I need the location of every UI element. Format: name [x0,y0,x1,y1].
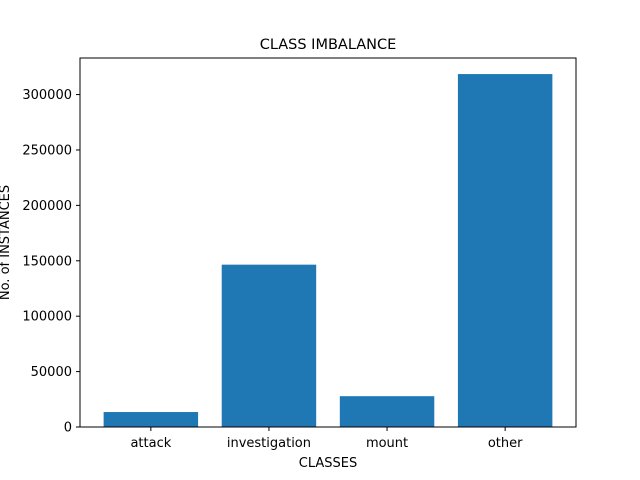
bars-group [103,74,553,427]
y-axis-ticks: 0 50000 100000 150000 200000 250000 300000 [22,88,80,436]
chart-title: CLASS IMBALANCE [260,37,397,53]
bar-other [457,74,553,427]
y-tick-label: 50000 [31,365,72,380]
x-tick-label: other [488,436,523,451]
bar-mount [339,396,435,427]
y-axis-label: No. of INSTANCES [0,185,13,300]
x-tick-label: mount [366,436,408,451]
x-axis-label: CLASSES [299,456,357,471]
x-tick-label: attack [130,436,171,451]
y-tick-label: 100000 [22,310,72,325]
plot-frame [79,57,577,428]
y-tick-label: 200000 [22,199,72,214]
bar-attack [103,412,199,427]
y-tick-label: 150000 [22,254,72,269]
bar-investigation [221,264,317,427]
x-tick-label: investigation [227,436,311,451]
y-tick-label: 300000 [22,88,72,103]
x-axis-ticks: attack investigation mount other [130,427,523,451]
y-tick-label: 0 [64,421,72,436]
y-tick-label: 250000 [22,143,72,158]
